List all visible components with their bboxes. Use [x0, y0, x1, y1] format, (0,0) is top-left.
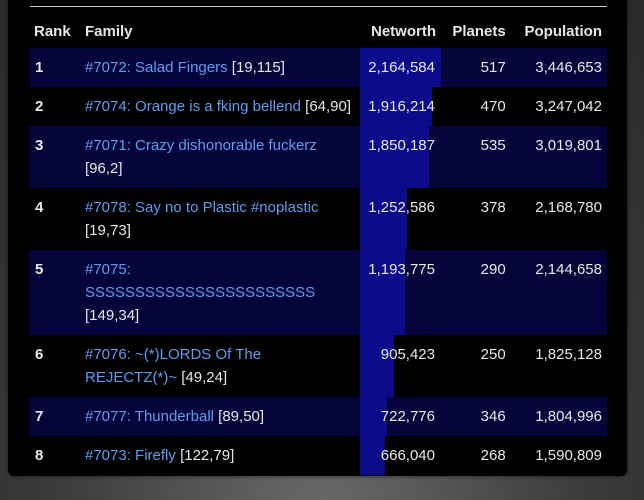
header-rank[interactable]: Rank — [34, 22, 71, 40]
table-row: 5 #7075: SSSSSSSSSSSSSSSSSSSSSSS [149,34]… — [29, 250, 607, 335]
family-link[interactable]: #7073: Firefly — [85, 447, 176, 464]
networth-value: 905,423 — [380, 346, 435, 363]
family-link[interactable]: #7074: Orange is a fking bellend — [85, 98, 301, 115]
table-row: 2 #7074: Orange is a fking bellend [64,90… — [29, 87, 607, 126]
family-cell: #7075: SSSSSSSSSSSSSSSSSSSSSSS [149,34] — [80, 250, 360, 335]
networth-cell: 2,164,584 — [360, 48, 441, 87]
family-rankings-table: Rank Family Networth Planets Population … — [29, 14, 607, 475]
networth-cell: 1,916,214 — [360, 87, 441, 126]
family-link[interactable]: #7075: SSSSSSSSSSSSSSSSSSSSSSS — [85, 261, 316, 301]
planets-cell: 268 — [441, 436, 511, 475]
family-link[interactable]: #7071: Crazy dishonorable fuckerz — [85, 137, 317, 154]
family-coords: [64,90] — [305, 98, 352, 115]
networth-value: 666,040 — [380, 447, 435, 464]
family-link[interactable]: #7078: Say no to Plastic #noplastic — [85, 199, 319, 216]
population-cell: 3,446,653 — [510, 48, 607, 87]
family-coords: [122,79] — [180, 447, 235, 464]
networth-cell: 1,252,586 — [360, 188, 441, 250]
rank-cell: 2 — [29, 87, 80, 126]
family-coords: [96,2] — [85, 160, 123, 177]
networth-cell: 1,193,775 — [360, 250, 441, 335]
family-coords: [19,115] — [231, 59, 285, 76]
networth-bar — [360, 126, 430, 188]
networth-bar — [360, 397, 388, 436]
networth-value: 722,776 — [380, 408, 435, 425]
family-coords: [49,24] — [181, 369, 228, 386]
population-cell: 2,144,658 — [510, 250, 607, 335]
networth-bar — [360, 188, 407, 250]
networth-value: 2,164,584 — [368, 59, 435, 76]
header-population[interactable]: Population — [524, 22, 603, 40]
header-networth[interactable]: Networth — [371, 22, 436, 40]
family-link[interactable]: #7077: Thunderball — [85, 408, 214, 425]
family-link[interactable]: #7076: ~(*)LORDS Of The REJECTZ(*)~ — [85, 346, 262, 386]
population-cell: 3,019,801 — [510, 126, 607, 188]
header-planets[interactable]: Planets — [452, 22, 506, 40]
networth-value: 1,193,775 — [368, 261, 435, 278]
family-coords: [19,73] — [85, 222, 131, 239]
table-row: 6 #7076: ~(*)LORDS Of The REJECTZ(*)~ [49… — [29, 335, 607, 397]
family-cell: #7077: Thunderball [89,50] — [80, 397, 360, 436]
rank-cell: 3 — [29, 126, 80, 188]
top-divider — [30, 6, 607, 7]
planets-cell: 250 — [441, 335, 511, 397]
planets-cell: 470 — [441, 87, 511, 126]
planets-cell: 346 — [441, 397, 511, 436]
rank-cell: 1 — [29, 48, 80, 87]
family-cell: #7078: Say no to Plastic #noplastic [19,… — [80, 188, 360, 250]
networth-bar — [360, 436, 385, 475]
family-coords: [149,34] — [85, 307, 140, 324]
family-cell: #7076: ~(*)LORDS Of The REJECTZ(*)~ [49,… — [80, 335, 360, 397]
networth-value: 1,252,586 — [368, 199, 435, 216]
rank-cell: 4 — [29, 188, 80, 250]
family-cell: #7073: Firefly [122,79] — [80, 436, 360, 475]
population-cell: 1,825,128 — [510, 335, 607, 397]
planets-cell: 378 — [441, 188, 511, 250]
family-coords: [89,50] — [218, 408, 265, 425]
networth-value: 1,850,187 — [368, 137, 435, 154]
family-cell: #7071: Crazy dishonorable fuckerz [96,2] — [80, 126, 360, 188]
networth-bar — [360, 87, 432, 126]
table-row: 4 #7078: Say no to Plastic #noplastic [19… — [29, 188, 607, 250]
table-body: 1 #7072: Salad Fingers [19,115] 2,164,584 5… — [29, 48, 607, 475]
networth-cell: 722,776 — [360, 397, 441, 436]
table-row: 3 #7071: Crazy dishonorable fuckerz [96,2… — [29, 126, 607, 188]
table-row: 8 #7073: Firefly [122,79] 666,040 268 1,590,… — [29, 436, 607, 475]
networth-value: 1,916,214 — [368, 98, 435, 115]
population-cell: 1,804,996 — [510, 397, 607, 436]
networth-bar — [360, 335, 394, 397]
table-header-row: Rank Family Networth Planets Population — [29, 14, 607, 48]
networth-bar — [360, 48, 441, 87]
rank-cell: 5 — [29, 250, 80, 335]
rank-cell: 8 — [29, 436, 80, 475]
family-cell: #7074: Orange is a fking bellend [64,90] — [80, 87, 360, 126]
population-cell: 1,590,809 — [510, 436, 607, 475]
planets-cell: 290 — [441, 250, 511, 335]
table-row: 1 #7072: Salad Fingers [19,115] 2,164,584 5… — [29, 48, 607, 87]
rank-cell: 6 — [29, 335, 80, 397]
table-row: 7 #7077: Thunderball [89,50] 722,776 346 1,8… — [29, 397, 607, 436]
networth-cell: 1,850,187 — [360, 126, 441, 188]
population-cell: 2,168,780 — [510, 188, 607, 250]
networth-cell: 905,423 — [360, 335, 441, 397]
family-link[interactable]: #7072: Salad Fingers — [85, 59, 228, 76]
header-family[interactable]: Family — [85, 22, 133, 40]
rank-cell: 7 — [29, 397, 80, 436]
family-cell: #7072: Salad Fingers [19,115] — [80, 48, 360, 87]
population-cell: 3,247,042 — [510, 87, 607, 126]
planets-cell: 517 — [441, 48, 511, 87]
networth-cell: 666,040 — [360, 436, 441, 475]
planets-cell: 535 — [441, 126, 511, 188]
networth-bar — [360, 250, 405, 335]
